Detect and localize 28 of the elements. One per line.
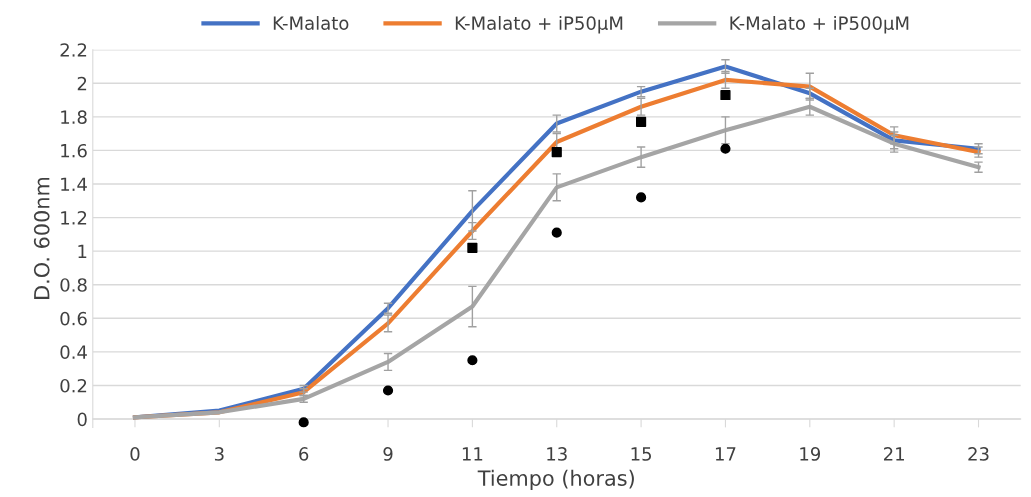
x-tick-label: 13 — [547, 447, 567, 461]
x-tick-label: 6 — [299, 447, 309, 461]
x-tick-label: 15 — [631, 447, 652, 461]
x-tick-label: 21 — [883, 447, 904, 461]
y-tick-label: 0 — [77, 412, 87, 427]
y-tick-label: 0.2 — [60, 378, 87, 393]
y-tick-label: 0.4 — [60, 345, 87, 359]
y-tick-label: 1.8 — [61, 110, 87, 124]
legend-label: K-Malato + iP50µM — [455, 15, 623, 34]
x-tick-label: 19 — [800, 447, 821, 461]
y-tick-label: 1.2 — [61, 211, 87, 225]
x-tick-label: 9 — [383, 447, 393, 461]
y-tick-label: 0.8 — [60, 278, 87, 292]
y-axis-title: D.O. 600nm — [33, 177, 50, 299]
y-tick-label: 2 — [77, 76, 87, 91]
y-tick-label: 1.6 — [61, 143, 87, 158]
y-tick-label: 1.4 — [61, 177, 87, 191]
y-tick-label: 0.6 — [60, 311, 87, 326]
x-tick-label: 0 — [130, 447, 140, 461]
y-tick-label: 2.2 — [60, 43, 87, 57]
legend-label: K-Malato — [273, 15, 349, 30]
x-axis-title: Tiempo (horas) — [477, 469, 634, 490]
x-tick-label: 23 — [968, 447, 989, 461]
legend-label: K-Malato + iP500µM — [730, 15, 909, 34]
x-tick-label: 11 — [462, 447, 483, 461]
y-tick-label: 1 — [78, 244, 87, 259]
x-tick-label: 3 — [214, 447, 224, 461]
x-tick-label: 17 — [715, 447, 736, 461]
